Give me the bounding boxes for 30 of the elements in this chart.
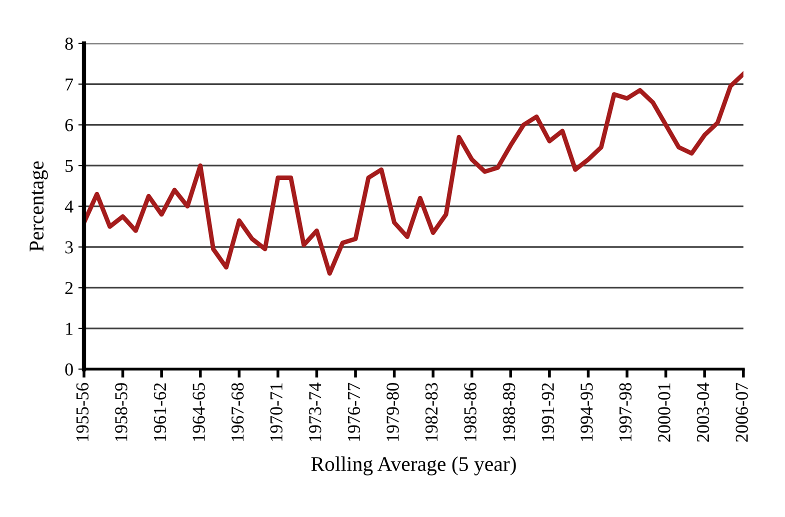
y-tick-label: 3 [65, 241, 73, 254]
x-tick-label: 1994-95 [580, 383, 593, 441]
x-tick-label: 1958-59 [115, 383, 128, 441]
x-axis-title: Rolling Average (5 year) [311, 456, 516, 476]
x-tick-label: 2000-01 [658, 383, 670, 442]
line-series [84, 72, 744, 276]
x-tick-label: 1976-77 [348, 382, 360, 441]
y-tick-label: 7 [66, 78, 74, 90]
x-tick-label: 2003-04 [696, 382, 710, 442]
y-tick-label: 0 [65, 363, 73, 376]
x-tick-label: 1997-98 [619, 383, 632, 441]
x-tick-label: 1982-83 [425, 383, 438, 441]
x-tick-label: 1985-86 [464, 382, 476, 441]
y-tick-label: 5 [66, 160, 73, 172]
y-tick-label: 2 [65, 282, 73, 294]
y-tick-label: 8 [65, 38, 73, 50]
x-tick-label: 1967-68 [231, 383, 244, 441]
x-tick-label: 1970-71 [270, 383, 282, 441]
x-tick-label: 1991-92 [542, 383, 554, 441]
x-tick-label: 1973-74 [309, 382, 322, 441]
x-tick-label: 1964-65 [192, 383, 205, 441]
x-tick-label: 1961-62 [154, 383, 166, 441]
x-tick-label: 1979-80 [386, 383, 399, 441]
x-tick-label: 1988-89 [503, 383, 516, 441]
y-tick-label: 4 [64, 200, 74, 213]
y-axis-title: Percentage [30, 161, 48, 252]
y-tick-label: 6 [65, 119, 74, 132]
y-tick-label: 1 [66, 322, 72, 335]
x-tick-label: 1955-56 [76, 382, 89, 441]
x-tick-label: 2006-07 [736, 382, 748, 442]
